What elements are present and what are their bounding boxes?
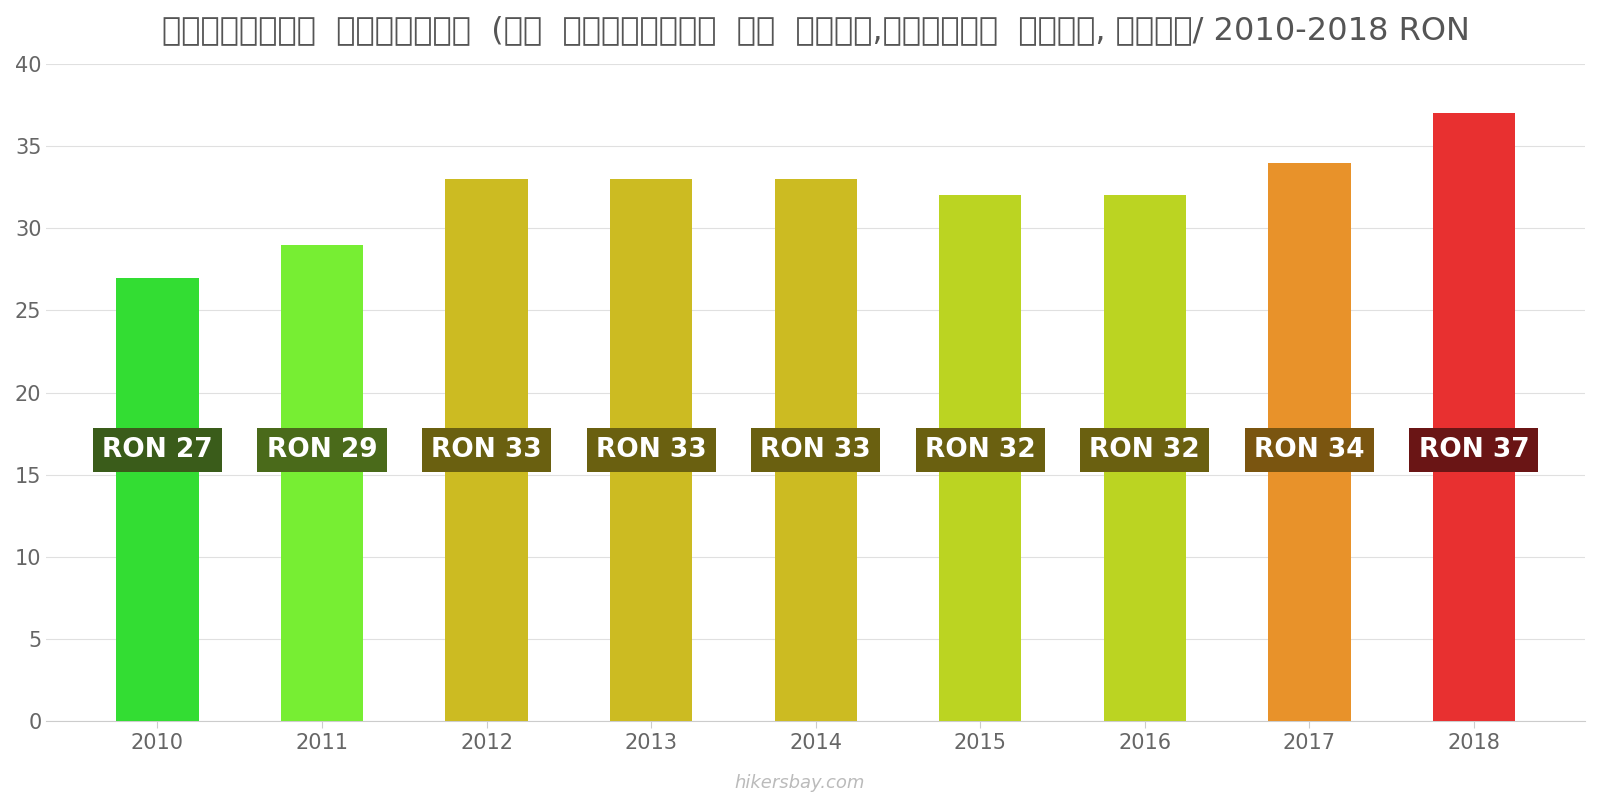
Bar: [939, 195, 1021, 721]
Bar: [774, 179, 858, 721]
Text: RON 32: RON 32: [1090, 437, 1200, 463]
Title: रोमानिया  इंटरनेट  (६०  एमबीपीएस  या  अधिक,असीमित  डेटा, केबल/ 2010-2018 RON: रोमानिया इंटरनेट (६० एमबीपीएस या अधिक,अस…: [162, 15, 1470, 46]
Bar: [282, 245, 363, 721]
Text: RON 37: RON 37: [1419, 437, 1530, 463]
Text: hikersbay.com: hikersbay.com: [734, 774, 866, 792]
Bar: [1104, 195, 1186, 721]
Text: RON 33: RON 33: [432, 437, 542, 463]
Bar: [610, 179, 693, 721]
Text: RON 33: RON 33: [595, 437, 707, 463]
Text: RON 27: RON 27: [102, 437, 213, 463]
Text: RON 32: RON 32: [925, 437, 1035, 463]
Bar: [445, 179, 528, 721]
Text: RON 29: RON 29: [267, 437, 378, 463]
Bar: [1432, 114, 1515, 721]
Text: RON 34: RON 34: [1254, 437, 1365, 463]
Bar: [117, 278, 198, 721]
Bar: [1269, 162, 1350, 721]
Text: RON 33: RON 33: [760, 437, 870, 463]
